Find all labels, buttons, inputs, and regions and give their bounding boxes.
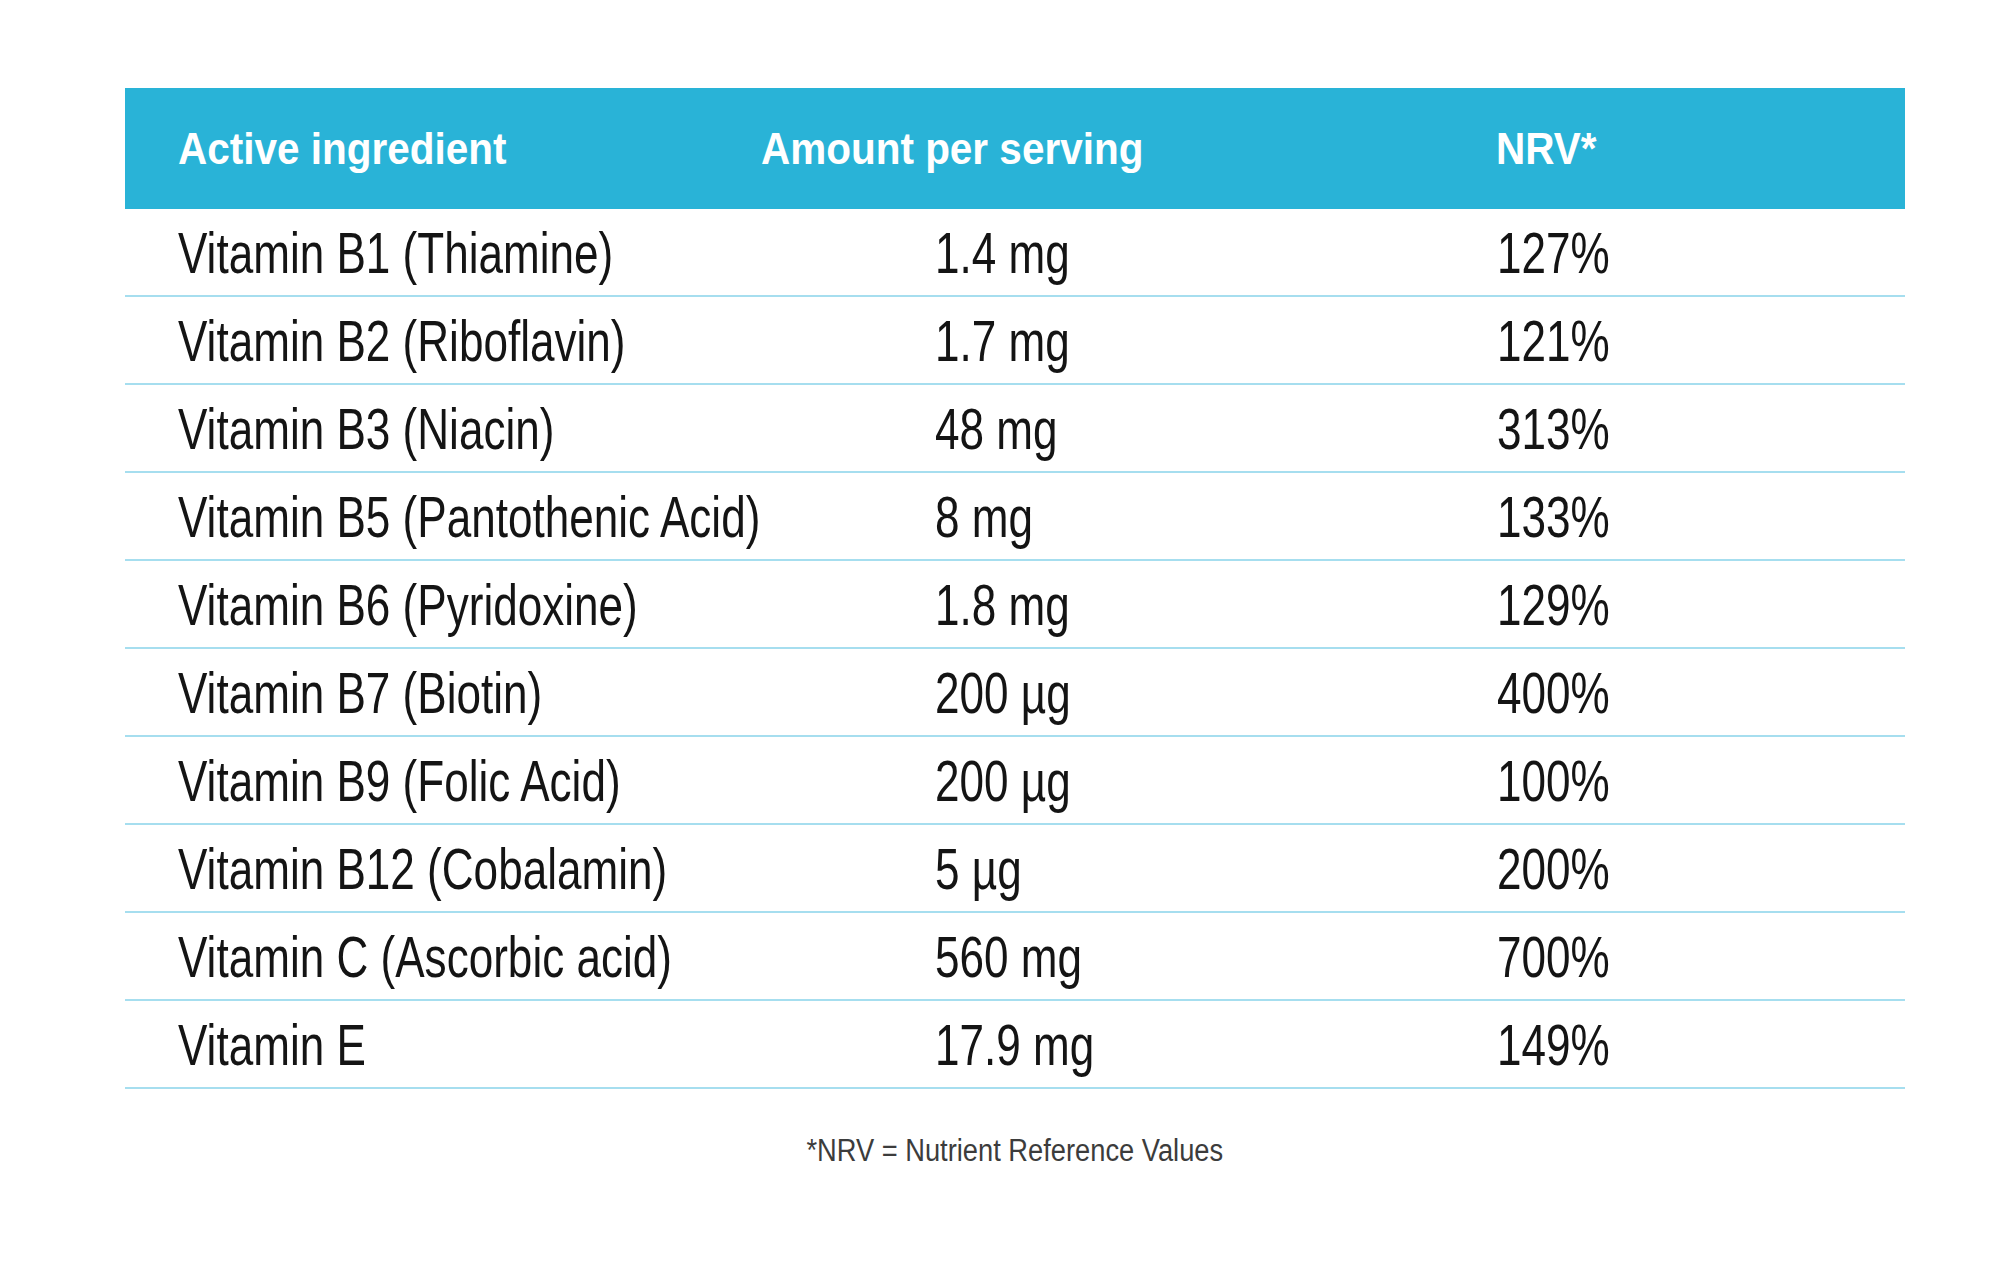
nrv-cell: 400% — [1496, 659, 1905, 726]
amount-cell: 17.9 mg — [761, 1011, 1496, 1078]
table-row: Vitamin E 17.9 mg 149% — [125, 1001, 1905, 1089]
table-row: Vitamin B9 (Folic Acid) 200 µg 100% — [125, 737, 1905, 825]
nrv-cell: 149% — [1496, 1011, 1905, 1078]
table-row: Vitamin B3 (Niacin) 48 mg 313% — [125, 385, 1905, 473]
nrv-footnote: *NRV = Nutrient Reference Values — [125, 1133, 1905, 1169]
column-header-label: Active ingredient — [178, 124, 506, 174]
table-row: Vitamin B5 (Pantothenic Acid) 8 mg 133% — [125, 473, 1905, 561]
amount-cell: 560 mg — [761, 923, 1496, 990]
nrv-cell: 129% — [1496, 571, 1905, 638]
table-header-row: Active ingredient Amount per serving NRV… — [125, 88, 1905, 209]
amount-cell: 1.4 mg — [761, 219, 1496, 286]
ingredient-cell: Vitamin E — [125, 1011, 761, 1078]
table-row: Vitamin B12 (Cobalamin) 5 µg 200% — [125, 825, 1905, 913]
nrv-cell: 133% — [1496, 483, 1905, 550]
nrv-cell: 121% — [1496, 307, 1905, 374]
ingredient-cell: Vitamin B5 (Pantothenic Acid) — [125, 483, 761, 550]
table-row: Vitamin B2 (Riboflavin) 1.7 mg 121% — [125, 297, 1905, 385]
column-header-label: NRV* — [1496, 124, 1596, 174]
nrv-cell: 100% — [1496, 747, 1905, 814]
ingredient-cell: Vitamin B12 (Cobalamin) — [125, 835, 761, 902]
amount-cell: 48 mg — [761, 395, 1496, 462]
nutrition-table: Active ingredient Amount per serving NRV… — [125, 88, 1905, 1089]
column-header-active-ingredient: Active ingredient — [125, 124, 761, 174]
ingredient-cell: Vitamin B7 (Biotin) — [125, 659, 761, 726]
nrv-cell: 700% — [1496, 923, 1905, 990]
column-header-label: Amount per serving — [761, 124, 1143, 174]
nrv-cell: 127% — [1496, 219, 1905, 286]
nrv-cell: 200% — [1496, 835, 1905, 902]
table-row: Vitamin B1 (Thiamine) 1.4 mg 127% — [125, 209, 1905, 297]
amount-cell: 200 µg — [761, 659, 1496, 726]
amount-cell: 200 µg — [761, 747, 1496, 814]
table-row: Vitamin B7 (Biotin) 200 µg 400% — [125, 649, 1905, 737]
amount-cell: 8 mg — [761, 483, 1496, 550]
ingredient-cell: Vitamin B2 (Riboflavin) — [125, 307, 761, 374]
ingredient-cell: Vitamin B6 (Pyridoxine) — [125, 571, 761, 638]
ingredient-cell: Vitamin B1 (Thiamine) — [125, 219, 761, 286]
page: Active ingredient Amount per serving NRV… — [0, 0, 2000, 1261]
table-body: Vitamin B1 (Thiamine) 1.4 mg 127% Vitami… — [125, 209, 1905, 1089]
amount-cell: 5 µg — [761, 835, 1496, 902]
column-header-amount-per-serving: Amount per serving — [761, 124, 1496, 174]
nrv-footnote-text: *NRV = Nutrient Reference Values — [807, 1133, 1224, 1169]
ingredient-cell: Vitamin B3 (Niacin) — [125, 395, 761, 462]
nrv-cell: 313% — [1496, 395, 1905, 462]
column-header-nrv: NRV* — [1496, 124, 1905, 174]
table-row: Vitamin C (Ascorbic acid) 560 mg 700% — [125, 913, 1905, 1001]
amount-cell: 1.8 mg — [761, 571, 1496, 638]
ingredient-cell: Vitamin B9 (Folic Acid) — [125, 747, 761, 814]
ingredient-cell: Vitamin C (Ascorbic acid) — [125, 923, 761, 990]
table-row: Vitamin B6 (Pyridoxine) 1.8 mg 129% — [125, 561, 1905, 649]
amount-cell: 1.7 mg — [761, 307, 1496, 374]
